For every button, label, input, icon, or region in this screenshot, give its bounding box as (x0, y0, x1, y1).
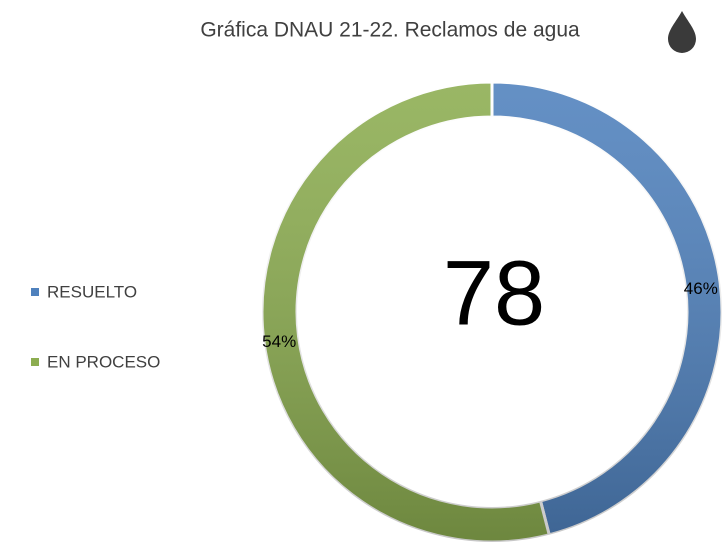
chart-title: Gráfica DNAU 21-22. Reclamos de agua (200, 19, 580, 42)
data-label: 54% (262, 332, 296, 351)
labels: 46% RESUELTO 54% EN PROCESO (31, 279, 718, 371)
water-drop-icon (668, 11, 696, 53)
legend-swatch (31, 288, 39, 296)
legend-label: RESUELTO (47, 282, 137, 301)
data-label: 46% (684, 279, 718, 298)
center-total: 78 (443, 242, 545, 344)
legend-label: EN PROCESO (47, 352, 160, 371)
legend-swatch (31, 358, 39, 366)
